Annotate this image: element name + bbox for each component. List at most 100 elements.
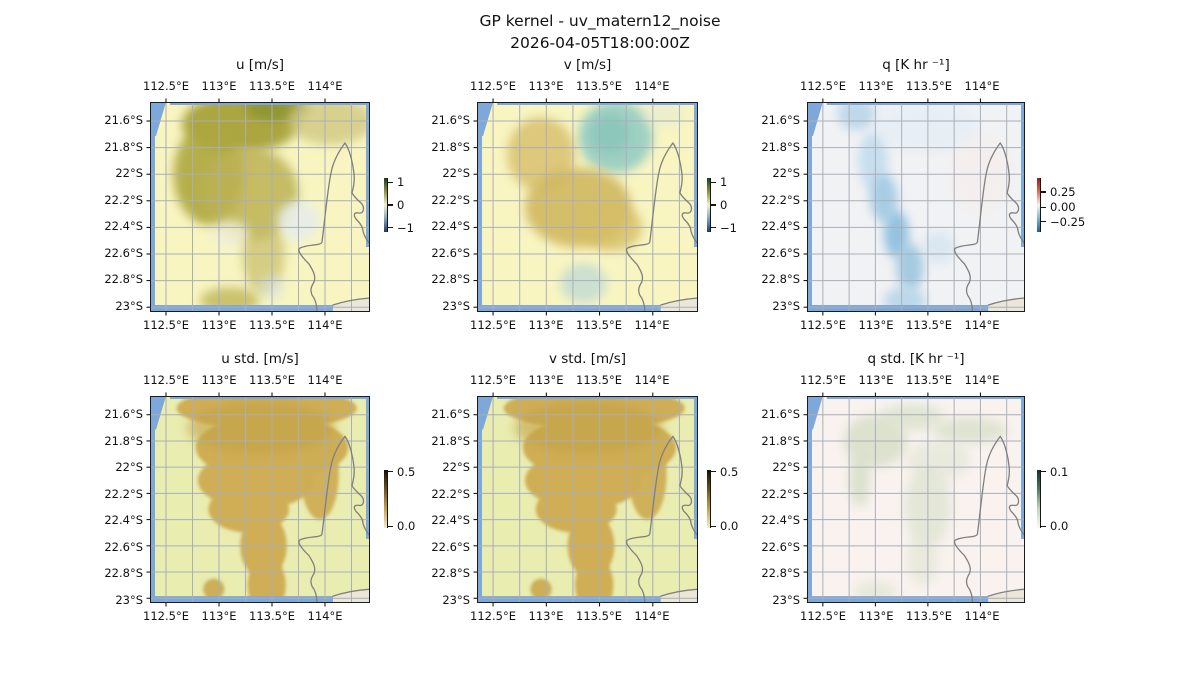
colorbar-tick-mark — [1041, 221, 1046, 223]
colorbar-tick-mark — [711, 181, 716, 183]
lat-tick-label: 21.6°S — [761, 407, 800, 421]
lat-tick-label: 22.4°S — [761, 219, 800, 233]
lon-tick-label: 113°E — [201, 318, 237, 332]
x-axis-ticks-bottom: 112.5°E 113°E 113.5°E 114°E — [800, 609, 1025, 624]
colorbar-spine — [387, 470, 389, 528]
lat-tick-label: 22.4°S — [104, 219, 143, 233]
lon-tick-label: 114°E — [307, 373, 343, 387]
lon-tick-label: 112.5°E — [143, 373, 189, 387]
colorbar-tick-mark — [388, 227, 393, 229]
lat-tick-label: 21.6°S — [104, 407, 143, 421]
lat-tick-label: 22.2°S — [104, 193, 143, 207]
lat-tick-label: 23°S — [115, 299, 143, 313]
lat-tick-label: 22.4°S — [761, 513, 800, 527]
lon-tick-label: 113.5°E — [249, 609, 295, 623]
colorbar-tick-mark — [1041, 471, 1046, 473]
lat-tick-label: 23°S — [442, 593, 470, 607]
lon-tick-label: 113.5°E — [906, 609, 952, 623]
lon-tick-label: 114°E — [634, 609, 670, 623]
lat-tick-label: 21.8°S — [431, 140, 470, 154]
lat-tick-label: 22.6°S — [431, 540, 470, 554]
colorbar-v-std: 0.5 0.0 — [707, 465, 777, 533]
lon-tick-label: 114°E — [307, 79, 343, 93]
lat-tick-label: 22.8°S — [431, 272, 470, 286]
lat-tick-label: 21.6°S — [431, 407, 470, 421]
lat-tick-label: 21.8°S — [431, 434, 470, 448]
lon-tick-label: 114°E — [964, 318, 1000, 332]
lon-tick-label: 114°E — [634, 373, 670, 387]
colorbar-gradient — [1037, 470, 1040, 528]
lat-tick-label: 22.2°S — [761, 193, 800, 207]
lon-tick-label: 113.5°E — [576, 318, 622, 332]
lat-tick-label: 22°S — [115, 166, 143, 180]
lat-tick-label: 22°S — [115, 460, 143, 474]
map-q-std — [803, 392, 1025, 607]
map-v-mean — [473, 98, 698, 316]
map-v-std — [473, 392, 698, 607]
map-u-mean — [146, 98, 370, 316]
lat-tick-label: 22.6°S — [431, 246, 470, 260]
lon-tick-label: 112.5°E — [470, 373, 516, 387]
map-u-std — [146, 392, 370, 607]
colorbar-tick-label: −1 — [720, 220, 737, 235]
lat-tick-label: 21.8°S — [104, 434, 143, 448]
lon-tick-label: 114°E — [964, 609, 1000, 623]
lat-tick-label: 22.8°S — [104, 272, 143, 286]
lat-tick-label: 22.4°S — [104, 513, 143, 527]
lat-tick-label: 22.6°S — [761, 540, 800, 554]
colorbar-spine — [1040, 178, 1042, 232]
x-axis-ticks-bottom: 112.5°E 113°E 113.5°E 114°E — [470, 318, 698, 333]
colorbar-tick-mark — [711, 227, 716, 229]
lon-tick-label: 112.5°E — [800, 318, 846, 332]
lat-tick-label: 23°S — [115, 593, 143, 607]
lon-tick-label: 114°E — [634, 318, 670, 332]
subplot-q-std: q std. [K hr ⁻¹] 112.5°E 113°E 113.5°E 114°… — [761, 351, 1025, 623]
colorbar-u-mean: 1 0 −1 — [384, 175, 454, 235]
lat-tick-label: 22.8°S — [431, 566, 470, 580]
lat-tick-label: 23°S — [442, 299, 470, 313]
colorbar-gradient — [707, 470, 710, 528]
y-axis-ticks: 21.6°S 21.8°S 22°S 22.2°S 22.4°S 22.6°S 22.8°S… — [407, 102, 470, 313]
y-axis-ticks: 21.6°S 21.8°S 22°S 22.2°S 22.4°S 22.6°S 22.8°S… — [80, 102, 143, 313]
colorbar-tick-label: 0 — [720, 198, 728, 212]
lon-tick-label: 113°E — [858, 609, 894, 623]
lat-tick-label: 22°S — [442, 460, 470, 474]
lon-tick-label: 113.5°E — [576, 79, 622, 93]
colorbar-tick-label: −0.25 — [1050, 214, 1086, 229]
lon-tick-label: 113°E — [528, 79, 564, 93]
lon-tick-label: 113.5°E — [249, 373, 295, 387]
colorbar-q-mean: 0.25 0.00 −0.25 — [1037, 178, 1107, 232]
lon-tick-label: 112.5°E — [143, 318, 189, 332]
lon-tick-label: 114°E — [964, 79, 1000, 93]
colorbar-tick-label: −1 — [397, 220, 414, 235]
lat-tick-label: 22.2°S — [104, 487, 143, 501]
lat-tick-label: 22.2°S — [431, 193, 470, 207]
lon-tick-label: 112.5°E — [800, 79, 846, 93]
lon-tick-label: 114°E — [964, 373, 1000, 387]
subplot-u-mean: u [m/s] 112.5°E 113°E 113.5°E 114°E 21.6°S 2… — [104, 57, 370, 332]
y-axis-ticks: 21.6°S 21.8°S 22°S 22.2°S 22.4°S 22.6°S 22.8°S… — [407, 396, 470, 607]
lat-tick-label: 23°S — [772, 593, 800, 607]
colorbar-tick-label: 0.5 — [397, 464, 416, 479]
lon-tick-label: 113°E — [201, 373, 237, 387]
colorbar-tick-mark — [1041, 191, 1046, 193]
subplot-title-u: u [m/s] — [235, 57, 285, 73]
lon-tick-label: 113.5°E — [249, 79, 295, 93]
colorbar-u-std: 0.5 0.0 — [384, 465, 454, 533]
lon-tick-label: 113°E — [528, 609, 564, 623]
lon-tick-label: 113.5°E — [576, 373, 622, 387]
colorbar-spine — [710, 178, 712, 232]
colorbar-tick-label: 0.0 — [1050, 519, 1069, 534]
colorbar-tick-mark — [388, 525, 393, 527]
lon-tick-label: 112.5°E — [470, 318, 516, 332]
colorbar-tick-label: 0.00 — [1050, 200, 1076, 215]
x-axis-ticks-bottom: 112.5°E 113°E 113.5°E 114°E — [143, 609, 370, 624]
lat-tick-label: 21.6°S — [104, 113, 143, 127]
colorbar-tick-mark — [1041, 525, 1046, 527]
x-axis-ticks-top: 112.5°E 113°E 113.5°E 114°E — [470, 79, 698, 94]
colorbar-gradient — [1037, 178, 1040, 232]
colorbar-tick-label: 0.25 — [1050, 185, 1076, 200]
lon-tick-label: 112.5°E — [800, 609, 846, 623]
lon-tick-label: 113°E — [858, 318, 894, 332]
